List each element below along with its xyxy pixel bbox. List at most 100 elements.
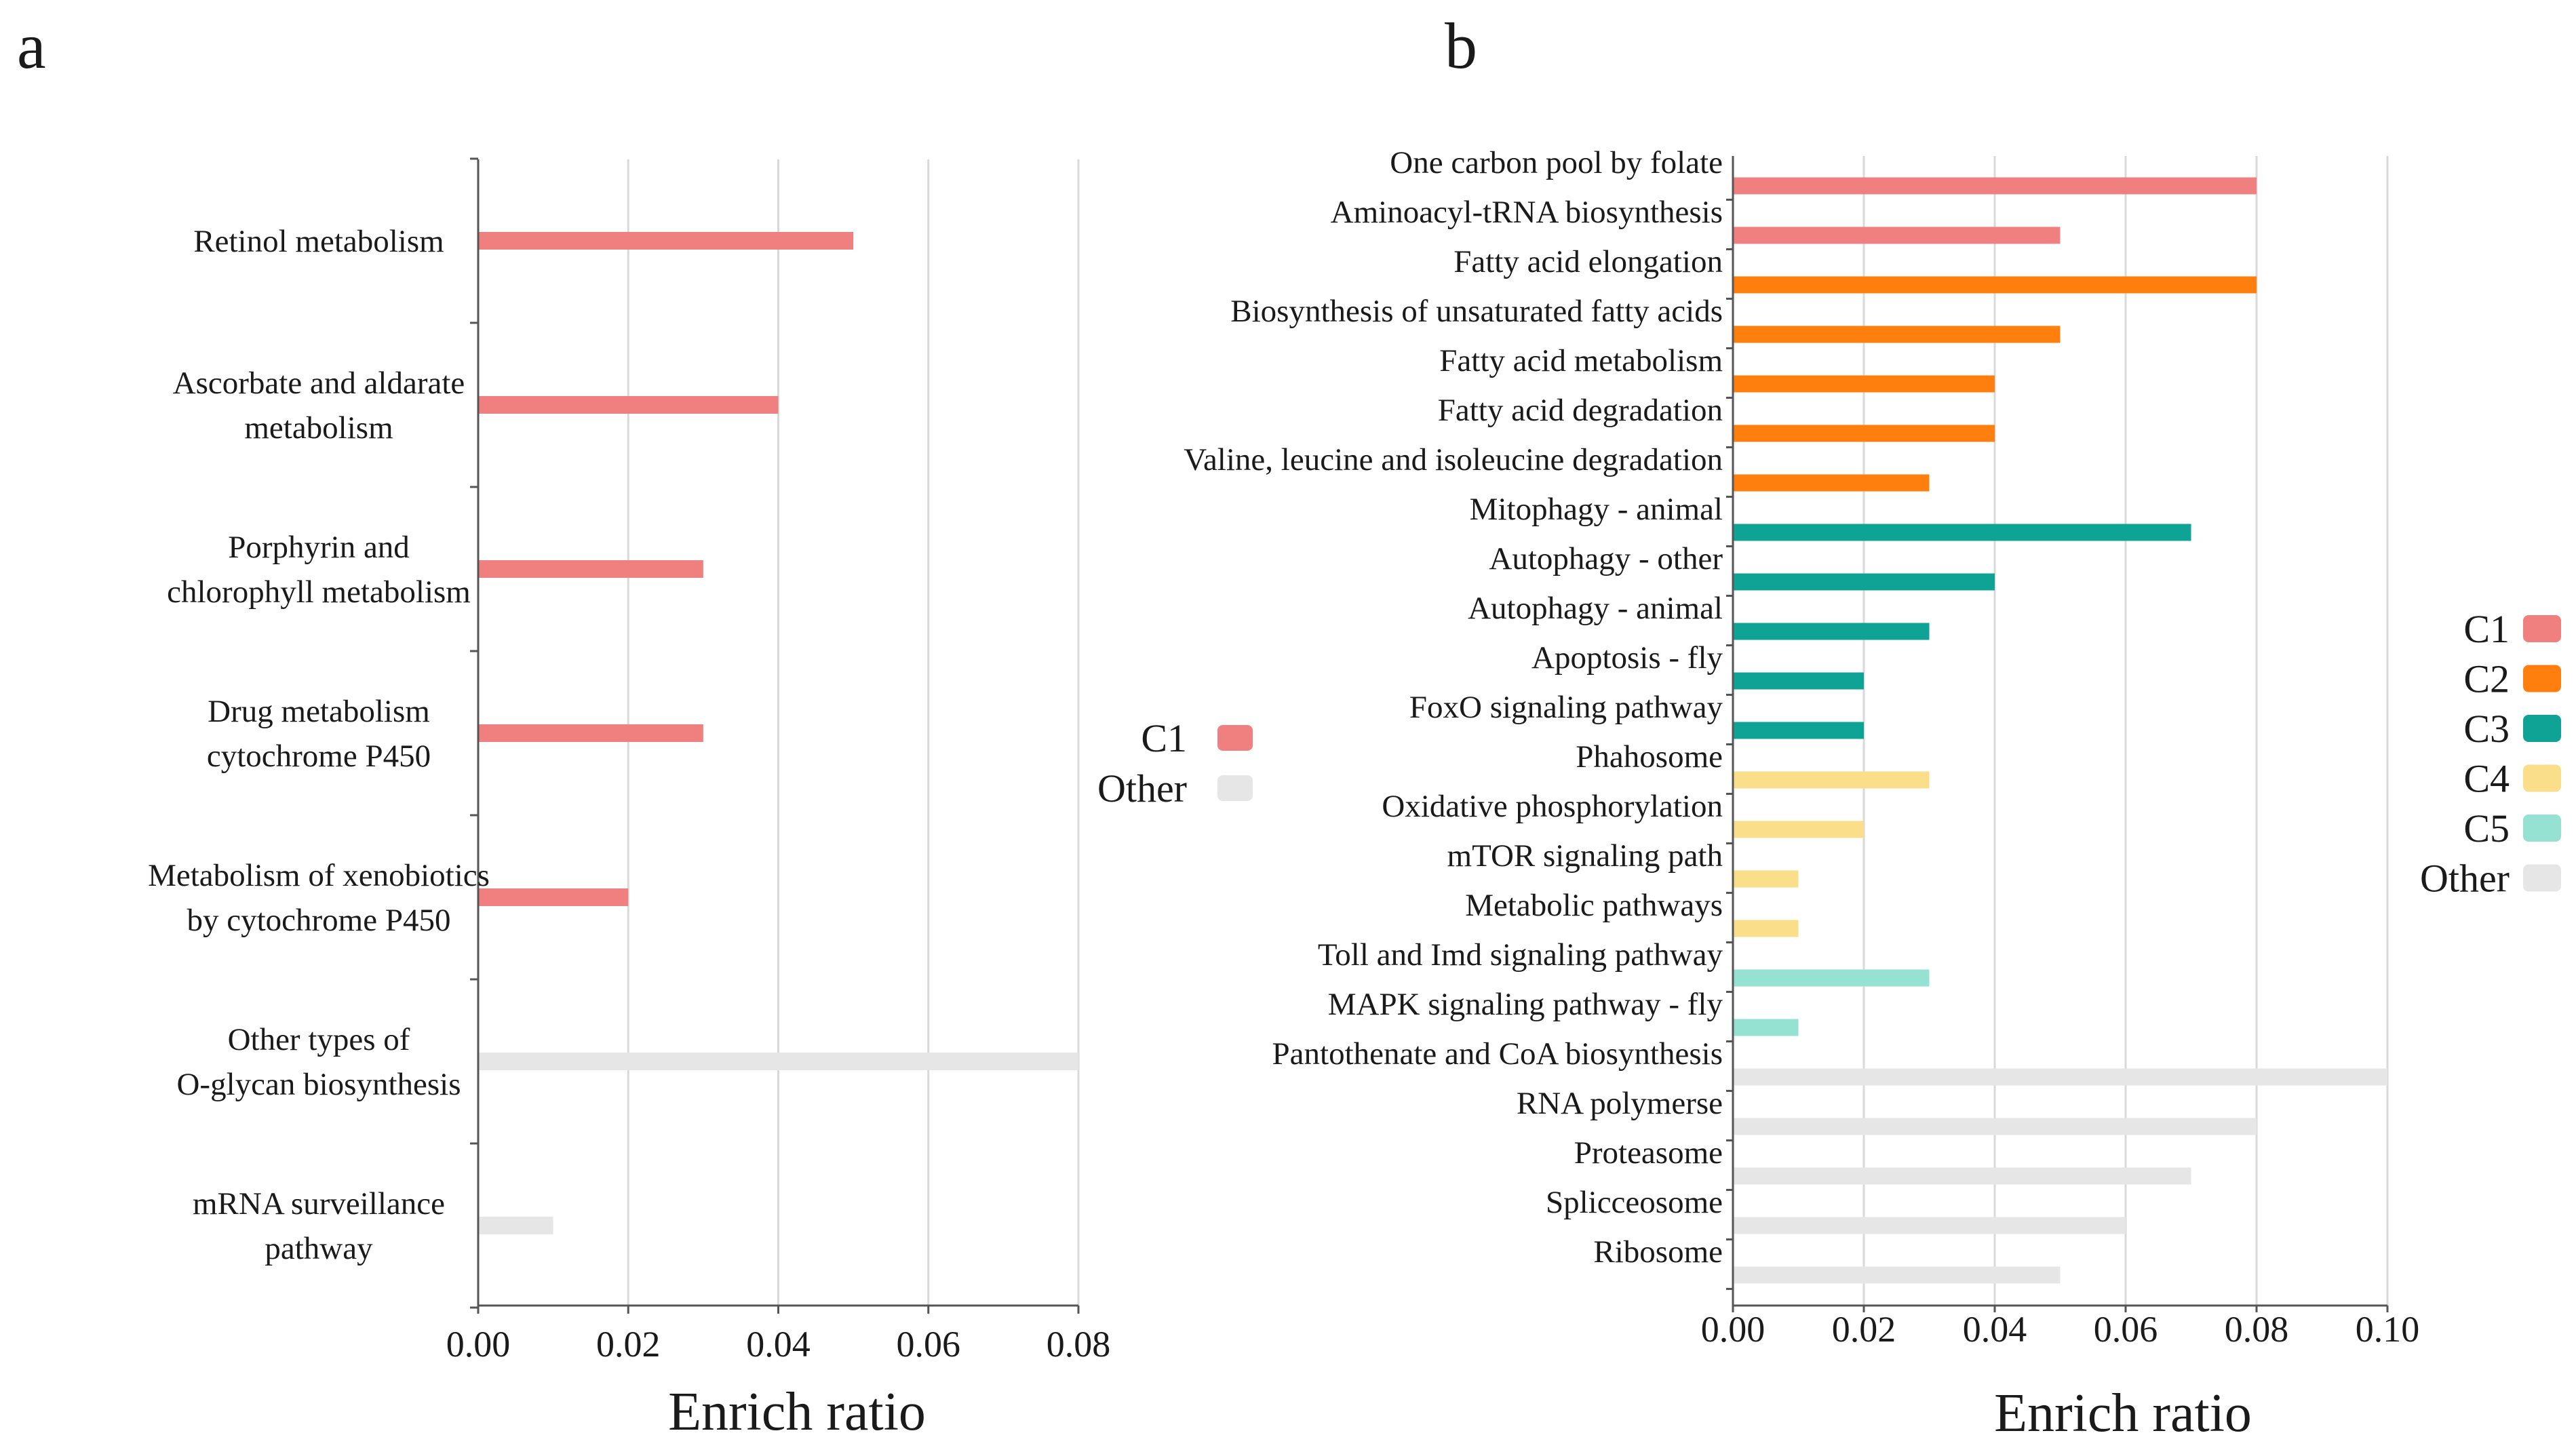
category-label: O-glycan biosynthesis: [176, 1067, 461, 1102]
bar: [1733, 375, 1995, 393]
legend-swatch: [1217, 775, 1253, 801]
panel-a-letter: a: [17, 9, 46, 82]
bar: [1733, 227, 2061, 244]
legend-swatch: [1217, 725, 1253, 751]
category-label: Proteasome: [1574, 1135, 1723, 1171]
category-label: pathway: [265, 1231, 373, 1266]
panel-b-tick-labels: 0.00 0.02 0.04 0.06 0.08 0.10: [1701, 1309, 2420, 1350]
category-label: RNA polymerse: [1517, 1086, 1723, 1121]
panel-a-legend: C1 Other: [1097, 716, 1253, 810]
bar: [1733, 425, 1995, 442]
bar: [1733, 177, 2257, 195]
bar: [478, 888, 629, 906]
bar: [1733, 326, 2061, 343]
panel-b-letter: b: [1445, 9, 1477, 82]
panel-b-gridlines: [1862, 156, 2389, 1306]
category-label: by cytochrome P450: [187, 903, 451, 938]
legend-label: C3: [2463, 707, 2510, 751]
x-tick-label: 0.02: [596, 1324, 661, 1365]
bar: [1733, 623, 1930, 640]
category-label: Retinol metabolism: [193, 224, 444, 259]
category-label: MAPK signaling pathway - fly: [1328, 987, 1723, 1022]
legend-swatch: [2523, 715, 2561, 742]
category-label: mTOR signaling path: [1447, 838, 1723, 874]
category-label: Ribosome: [1593, 1234, 1723, 1270]
panel-b-axes: [1726, 156, 2389, 1312]
category-label: Ascorbate and aldarate: [173, 366, 465, 401]
category-label: Oxidative phosphorylation: [1382, 789, 1723, 824]
category-label: Mitophagy - animal: [1470, 492, 1723, 527]
bar: [1733, 969, 1930, 987]
category-label: mRNA surveillance: [193, 1186, 445, 1221]
panel-a-category-labels: Retinol metabolism Ascorbate and aldarate…: [148, 224, 490, 1266]
x-tick-label: 0.04: [1963, 1309, 2027, 1350]
legend-swatch: [2523, 815, 2561, 842]
category-label: metabolism: [244, 410, 393, 446]
bar: [1733, 672, 1864, 690]
bar: [1733, 1266, 2061, 1284]
category-label: Biosynthesis of unsaturated fatty acids: [1230, 294, 1723, 329]
x-tick-label: 0.06: [2094, 1309, 2158, 1350]
bar: [1733, 524, 2191, 541]
x-tick-label: 0.00: [1701, 1309, 1765, 1350]
bar: [1733, 1019, 1799, 1036]
bar: [478, 724, 703, 742]
x-tick-label: 0.10: [2356, 1309, 2420, 1350]
category-label: Toll and Imd signaling pathway: [1318, 937, 1723, 973]
category-label: Metabolic pathways: [1465, 888, 1723, 923]
legend-swatch: [2523, 864, 2561, 892]
bar: [478, 1053, 1078, 1070]
bar: [478, 396, 779, 414]
x-tick-label: 0.08: [1047, 1324, 1111, 1365]
category-label: Phahosome: [1576, 739, 1723, 775]
category-label: Drug metabolism: [208, 694, 430, 729]
category-label: Porphyrin and: [228, 530, 410, 565]
bar: [478, 1217, 553, 1234]
panel-b-category-labels: One carbon pool by folate Aminoacyl-tRNA …: [1184, 145, 1723, 1270]
category-label: Valine, leucine and isoleucine degradati…: [1184, 442, 1723, 477]
panel-b-x-axis-title: Enrich ratio: [1994, 1384, 2252, 1443]
category-label: Fatty acid degradation: [1438, 393, 1723, 428]
legend-swatch: [2523, 764, 2561, 792]
panel-b-legend: C1 C2 C3 C4 C5 Other: [2420, 607, 2561, 901]
category-label: cytochrome P450: [207, 739, 431, 774]
legend-label: C4: [2463, 757, 2510, 801]
x-tick-label: 0.08: [2225, 1309, 2289, 1350]
bar: [478, 560, 703, 578]
category-label: Autophagy - other: [1489, 541, 1723, 576]
category-label: Aminoacyl-tRNA biosynthesis: [1331, 195, 1723, 230]
legend-label: C1: [2463, 607, 2510, 651]
bar: [478, 232, 854, 250]
panel-a-bars: [478, 232, 1078, 1234]
x-tick-label: 0.00: [446, 1324, 511, 1365]
panel-b-bars: [1733, 177, 2387, 1284]
legend-label: C2: [2463, 657, 2510, 701]
legend-label: Other: [2420, 857, 2510, 901]
legend-label: C5: [2463, 806, 2510, 850]
bar: [1733, 1217, 2126, 1234]
bar: [1733, 821, 1864, 838]
category-label: Fatty acid elongation: [1453, 244, 1723, 279]
bar: [1733, 920, 1799, 937]
bar: [1733, 474, 1930, 492]
category-label: Fatty acid metabolism: [1439, 343, 1723, 378]
panel-a-chart: a Retinol metabolism Ascorbate and aldara…: [17, 9, 1253, 1442]
category-label: Pantothenate and CoA biosynthesis: [1272, 1036, 1723, 1072]
panel-a-axes: [470, 157, 1080, 1314]
bar: [1733, 276, 2257, 294]
x-tick-label: 0.04: [746, 1324, 811, 1365]
category-label: Apoptosis - fly: [1531, 640, 1723, 675]
category-label: FoxO signaling pathway: [1409, 690, 1723, 725]
category-label: Other types of: [228, 1022, 410, 1057]
panel-b-chart: b One carbon pool by folate Aminoacyl-tRN…: [1184, 9, 2561, 1443]
legend-label: C1: [1141, 716, 1187, 760]
category-label: One carbon pool by folate: [1390, 145, 1723, 180]
x-tick-label: 0.02: [1832, 1309, 1896, 1350]
category-label: chlorophyll metabolism: [167, 574, 471, 610]
bar: [1733, 722, 1864, 739]
bar: [1733, 1167, 2191, 1185]
category-label: Metabolism of xenobiotics: [148, 858, 490, 893]
legend-swatch: [2523, 615, 2561, 642]
panel-a-tick-labels: 0.00 0.02 0.04 0.06 0.08: [446, 1324, 1111, 1365]
